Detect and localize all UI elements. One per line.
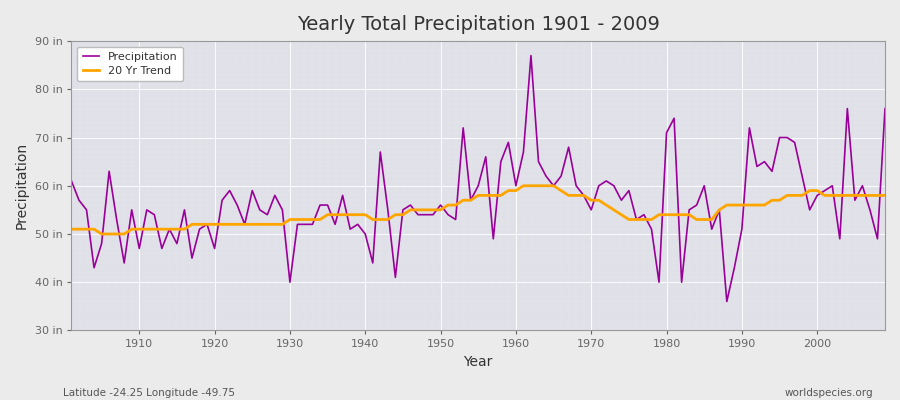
Text: worldspecies.org: worldspecies.org <box>785 388 873 398</box>
Legend: Precipitation, 20 Yr Trend: Precipitation, 20 Yr Trend <box>77 47 184 81</box>
20 Yr Trend <box>66 227 77 232</box>
20 Yr Trend <box>300 217 310 222</box>
20 Yr Trend <box>96 232 107 236</box>
Precipitation <box>879 106 890 111</box>
Precipitation <box>526 53 536 58</box>
20 Yr Trend <box>510 188 521 193</box>
20 Yr Trend <box>518 183 529 188</box>
Line: 20 Yr Trend: 20 Yr Trend <box>71 186 885 234</box>
Precipitation <box>510 183 521 188</box>
Precipitation <box>292 222 302 227</box>
20 Yr Trend <box>134 227 145 232</box>
Precipitation <box>608 183 619 188</box>
Precipitation <box>66 178 77 183</box>
20 Yr Trend <box>879 193 890 198</box>
Precipitation <box>126 208 137 212</box>
Precipitation <box>722 299 733 304</box>
Y-axis label: Precipitation: Precipitation <box>15 142 29 229</box>
Precipitation <box>503 140 514 145</box>
20 Yr Trend <box>345 212 356 217</box>
20 Yr Trend <box>616 212 626 217</box>
Precipitation <box>338 193 348 198</box>
Line: Precipitation: Precipitation <box>71 56 885 302</box>
20 Yr Trend <box>526 183 536 188</box>
Title: Yearly Total Precipitation 1901 - 2009: Yearly Total Precipitation 1901 - 2009 <box>297 15 660 34</box>
X-axis label: Year: Year <box>464 355 493 369</box>
Text: Latitude -24.25 Longitude -49.75: Latitude -24.25 Longitude -49.75 <box>63 388 235 398</box>
